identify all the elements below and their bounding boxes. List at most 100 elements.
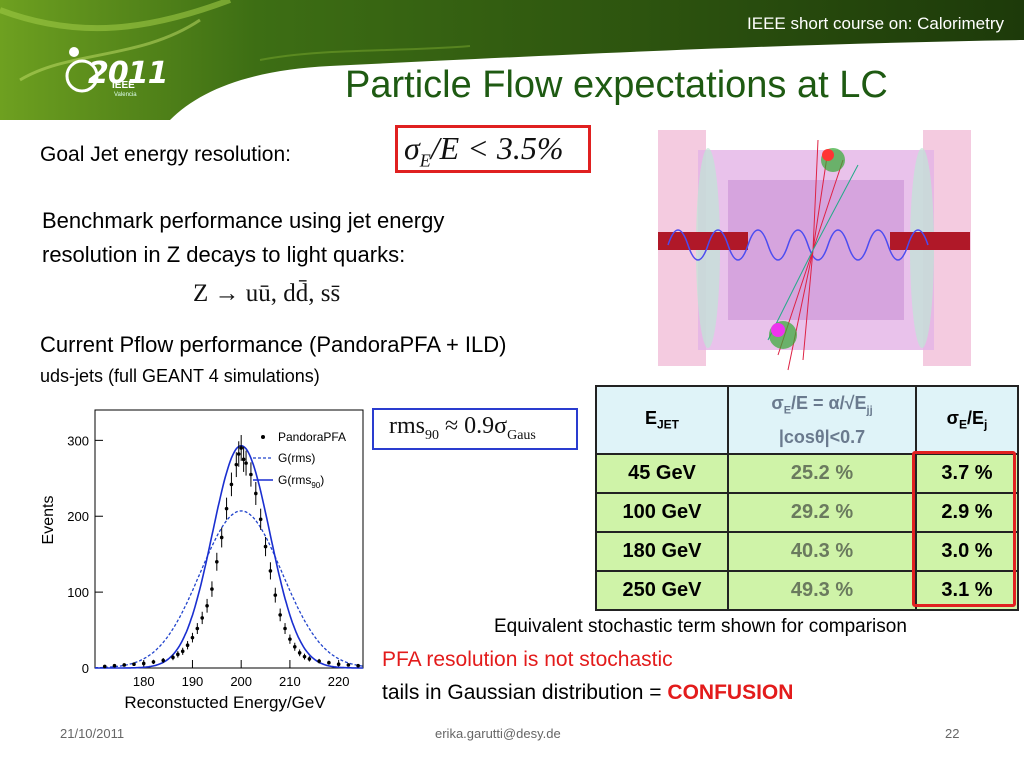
logo-year: 2011 (88, 56, 168, 91)
logo-city: Valencia (114, 92, 137, 98)
plot-frame (94, 409, 364, 669)
y-tick-label: 100 (67, 585, 89, 600)
table-row: 250 GeV 49.3 % 3.1 % (595, 570, 1019, 611)
rms-formula-box (372, 408, 578, 450)
data-point (141, 661, 146, 666)
data-point (200, 616, 204, 620)
tails-note: tails in Gaussian distribution = CONFUSI… (382, 681, 794, 704)
goal-formula: σE/E < 3.5% (404, 130, 564, 171)
cell-resolution: 3.1 % (915, 570, 1019, 611)
data-point (102, 664, 107, 669)
x-tick-label: 200 (230, 674, 252, 689)
data-point (356, 663, 360, 668)
data-point (263, 544, 268, 549)
logo-org: IEEE (112, 80, 135, 91)
data-point (161, 658, 166, 663)
x-tick-label: 220 (328, 674, 350, 689)
legend-label-g-rms90: G(rms90) (278, 473, 324, 490)
data-point (234, 462, 239, 467)
current-pflow-line: Current Pflow performance (PandoraPFA + … (40, 332, 507, 357)
data-point (215, 559, 219, 564)
confusion-emphasis: CONFUSION (667, 681, 794, 704)
data-point (171, 655, 175, 660)
cell-stochastic: 25.2 % (727, 453, 917, 494)
table-row: 45 GeV 25.2 % 3.7 % (595, 453, 1019, 494)
cell-stochastic: 40.3 % (727, 531, 917, 572)
footer-date: 21/10/2011 (60, 726, 125, 741)
cell-stochastic: 29.2 % (727, 492, 917, 533)
x-tick-label: 180 (133, 674, 155, 689)
event-display-image (658, 130, 971, 371)
data-point (180, 649, 185, 654)
cell-resolution: 3.7 % (915, 453, 1019, 494)
legend-marker-pandorapfa (261, 435, 265, 439)
data-point (249, 472, 253, 477)
chart: 0 100 200 300 180 190 200 210 220 Events Recons… (40, 409, 364, 712)
data-point (307, 657, 312, 661)
benchmark-line-1: Benchmark performance using jet energy (42, 208, 445, 233)
data-point (258, 517, 263, 522)
data-point (297, 651, 302, 655)
cell-resolution: 2.9 % (915, 492, 1019, 533)
benchmark-line-2: resolution in Z decays to light quarks: (42, 242, 406, 267)
uds-jets-line: uds-jets (full GEANT 4 simulations) (40, 366, 320, 386)
cell-resolution: 3.0 % (915, 531, 1019, 572)
data-point (254, 491, 258, 496)
goal-formula-box (395, 125, 591, 173)
data-point (210, 587, 214, 591)
rms-formula: rms90 ≈ 0.9σGaus (389, 413, 536, 443)
legend-label-g-rms: G(rms) (278, 451, 315, 465)
data-point (278, 613, 282, 617)
goal-label: Goal Jet energy resolution: (40, 143, 291, 166)
data-point (292, 644, 297, 649)
table-header-row: EJET σE/E = α/√Ejj |cosθ|<0.7 σE/Ej (595, 385, 1019, 455)
data-point (336, 662, 341, 667)
header-stochastic: σE/E = α/√Ejj |cosθ|<0.7 (727, 385, 917, 455)
table-row: 100 GeV 29.2 % 2.9 % (595, 492, 1019, 533)
x-tick-label: 190 (182, 674, 204, 689)
footer-email: erika.garutti@desy.de (435, 726, 561, 741)
legend: PandoraPFA G(rms) G(rms90) (253, 430, 346, 490)
y-tick-label: 200 (67, 509, 89, 524)
x-axis-label: Reconstucted Energy/GeV (124, 693, 326, 712)
data-point (151, 660, 156, 664)
y-tick-label: 300 (67, 433, 89, 448)
data-point (241, 457, 246, 462)
equivalent-note: Equivalent stochastic term shown for com… (494, 616, 907, 637)
data-point (205, 603, 209, 608)
data-point (283, 626, 287, 631)
footer-page-number: 22 (945, 726, 960, 741)
data-point (122, 663, 127, 667)
page-title: Particle Flow expectations at LC (345, 64, 888, 106)
cell-stochastic: 49.3 % (727, 570, 917, 611)
data-point (327, 660, 331, 665)
data-point (268, 569, 273, 573)
cell-energy: 45 GeV (595, 453, 729, 494)
course-name: IEEE short course on: Calorimetry (747, 14, 1004, 33)
header-ejet: EJET (595, 385, 729, 455)
data-point (176, 652, 180, 657)
results-table: EJET σE/E = α/√Ejj |cosθ|<0.7 σE/Ej 45 G… (595, 385, 1019, 611)
y-tick-label: 0 (82, 661, 89, 676)
data-point (229, 482, 234, 487)
data-point (236, 452, 241, 456)
banner-graphic (0, 0, 1024, 120)
cell-energy: 250 GeV (595, 570, 729, 611)
header-resolution: σE/Ej (915, 385, 1019, 455)
data-point (288, 637, 292, 641)
cell-energy: 180 GeV (595, 531, 729, 572)
z-decay-formula: Z → uū, dd̄, ss̄ (193, 280, 341, 307)
table-row: 180 GeV 40.3 % 3.0 % (595, 531, 1019, 572)
pfa-note: PFA resolution is not stochastic (382, 648, 673, 671)
data-point (132, 662, 136, 667)
header-banner (0, 0, 1024, 120)
data-point (224, 506, 229, 511)
data-point (185, 643, 190, 648)
data-point (190, 635, 195, 640)
x-tick-label: 210 (279, 674, 301, 689)
data-point (302, 654, 307, 659)
data-point (317, 659, 321, 663)
data-point (346, 663, 351, 667)
y-axis-label: Events (40, 496, 57, 545)
data-point (112, 663, 117, 668)
